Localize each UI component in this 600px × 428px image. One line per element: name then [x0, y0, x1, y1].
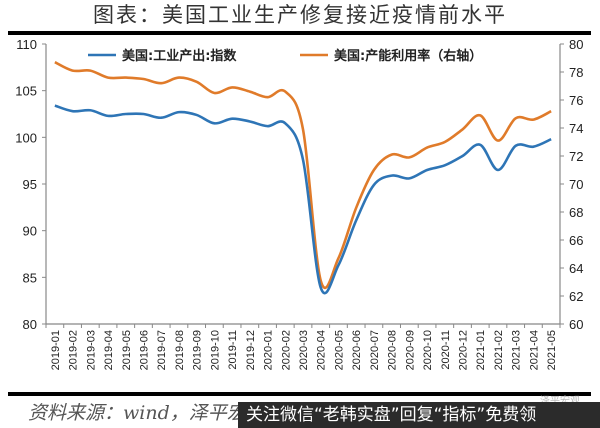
series-lines	[54, 61, 552, 295]
x-tick-label: 2021-01	[475, 330, 487, 370]
x-tick-label: 2019-12	[245, 330, 257, 370]
left-tick-label: 105	[15, 84, 37, 99]
x-tick-label: 2020-03	[298, 330, 310, 370]
x-tick-label: 2021-02	[493, 330, 505, 370]
right-tick-label: 74	[569, 121, 583, 136]
x-tick-label: 2019-07	[156, 330, 168, 370]
x-tick-label: 2020-07	[369, 330, 381, 370]
industrial-output-line	[54, 104, 552, 295]
x-tick-label: 2019-11	[227, 330, 239, 370]
promo-banner: 关注微信“老韩实盘”回复“指标”免费领	[238, 402, 600, 428]
x-tick-label: 2020-02	[280, 330, 292, 370]
right-tick-label: 62	[569, 289, 583, 304]
x-tick-label: 2019-09	[192, 330, 204, 370]
right-tick-label: 70	[569, 177, 583, 192]
x-tick-label: 2019-05	[121, 330, 133, 370]
x-tick-label: 2019-10	[209, 330, 221, 370]
left-tick-label: 95	[23, 177, 37, 192]
x-tick-label: 2020-08	[387, 330, 399, 370]
legend-item-capacity-utilization: 美国:产能利用率（右轴）	[300, 48, 482, 64]
x-tick-label: 2019-03	[85, 330, 97, 370]
legend-item-industrial-output: 美国:工业产出:指数	[88, 48, 237, 64]
left-tick-label: 80	[23, 317, 37, 332]
x-tick-label: 2020-10	[422, 330, 434, 370]
x-tick-label: 2019-06	[138, 330, 150, 370]
x-tick-label: 2021-04	[528, 330, 540, 370]
legend: 美国:工业产出:指数 美国:产能利用率（右轴）	[88, 48, 482, 64]
source-note: 资料来源：wind，泽平宏观	[28, 402, 265, 424]
x-tick-label: 2020-04	[316, 330, 328, 370]
x-tick-label: 2020-05	[333, 330, 345, 370]
right-tick-label: 60	[569, 317, 583, 332]
legend-label: 美国:工业产出:指数	[122, 48, 237, 64]
x-tick-label: 2021-03	[511, 330, 523, 370]
right-tick-label: 68	[569, 205, 583, 220]
x-tick-label: 2020-09	[404, 330, 416, 370]
x-tick-label: 2020-12	[458, 330, 470, 370]
x-tick-label: 2019-04	[103, 330, 115, 370]
left-tick-label: 85	[23, 270, 37, 285]
left-tick-label: 110	[16, 37, 37, 52]
x-tick-label: 2019-02	[68, 330, 80, 370]
right-tick-label: 66	[569, 233, 583, 248]
right-tick-label: 80	[569, 37, 583, 52]
left-tick-label: 100	[15, 130, 37, 145]
top-rule	[8, 31, 591, 35]
x-tick-label: 2019-08	[174, 330, 186, 370]
watermark: 泽平宏观	[540, 392, 580, 407]
legend-label: 美国:产能利用率（右轴）	[334, 48, 482, 64]
x-tick-label: 2019-01	[50, 330, 62, 370]
capacity-utilization-line	[54, 61, 552, 290]
right-tick-label: 72	[569, 149, 583, 164]
axes: 80 85 90 95 100 105 110 60 62 64 66 68 70 72 74 76 78 80 2…	[15, 37, 583, 370]
chart-title: 图表：美国工业生产修复接近疫情前水平	[93, 3, 507, 27]
x-tick-label: 2020-06	[351, 330, 363, 370]
bottom-rule	[8, 392, 591, 396]
left-tick-label: 90	[23, 224, 37, 239]
right-tick-label: 64	[569, 261, 583, 276]
x-tick-label: 2020-11	[440, 330, 452, 370]
right-tick-label: 78	[569, 65, 583, 80]
x-tick-label: 2020-01	[263, 330, 275, 370]
x-tick-label: 2021-05	[546, 330, 558, 370]
right-tick-label: 76	[569, 93, 583, 108]
